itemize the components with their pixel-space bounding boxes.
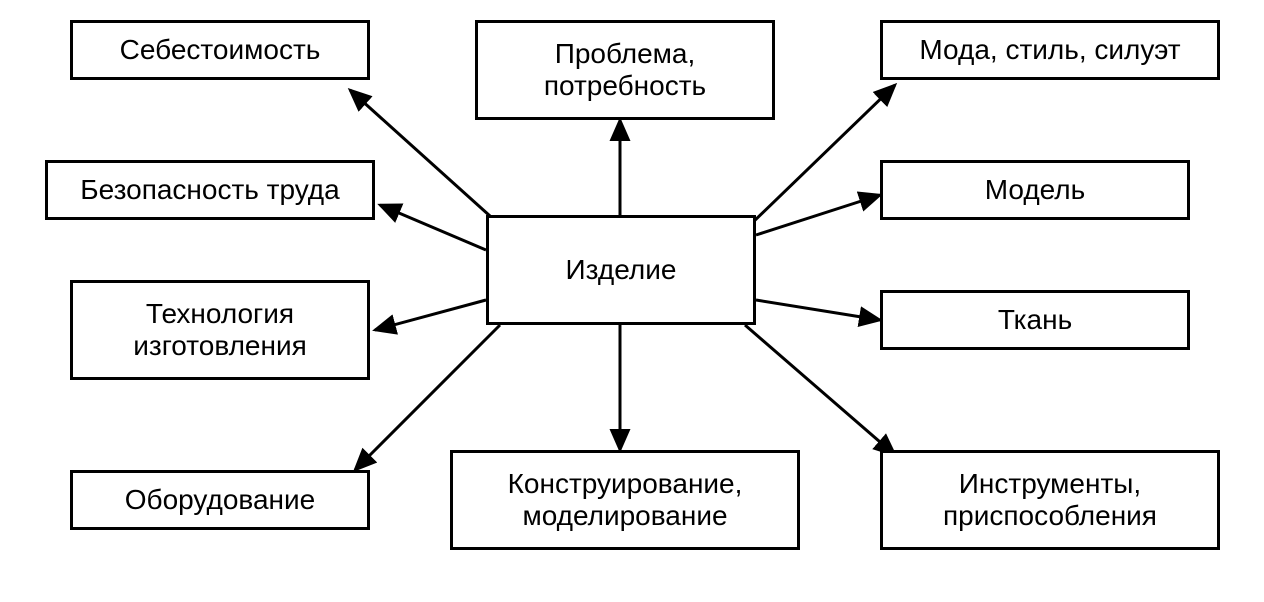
node-safety: Безопасность труда bbox=[45, 160, 375, 220]
node-problem: Проблема, потребность bbox=[475, 20, 775, 120]
edge-center-to-tools bbox=[745, 325, 895, 455]
node-construct: Конструирование, моделирование bbox=[450, 450, 800, 550]
node-label: Конструирование, моделирование bbox=[508, 468, 743, 532]
node-label: Модель bbox=[985, 174, 1086, 206]
node-equip: Оборудование bbox=[70, 470, 370, 530]
edge-center-to-safety bbox=[380, 205, 486, 250]
node-label: Оборудование bbox=[125, 484, 315, 516]
node-label: Себестоимость bbox=[120, 34, 321, 66]
node-center: Изделие bbox=[486, 215, 756, 325]
diagram-stage: Изделие Себестоимость Проблема, потребност… bbox=[0, 0, 1264, 602]
node-label: Инструменты, приспособления bbox=[943, 468, 1157, 532]
node-label: Безопасность труда bbox=[80, 174, 339, 206]
node-label: Мода, стиль, силуэт bbox=[919, 34, 1180, 66]
node-label: Ткань bbox=[998, 304, 1072, 336]
node-label: Изделие bbox=[566, 254, 677, 286]
node-label: Проблема, потребность bbox=[544, 38, 706, 102]
edge-center-to-tech bbox=[375, 300, 486, 330]
node-fashion: Мода, стиль, силуэт bbox=[880, 20, 1220, 80]
node-fabric: Ткань bbox=[880, 290, 1190, 350]
node-label: Технология изготовления bbox=[133, 298, 307, 362]
node-model: Модель bbox=[880, 160, 1190, 220]
edge-center-to-model bbox=[756, 195, 880, 235]
node-cost: Себестоимость bbox=[70, 20, 370, 80]
node-tech: Технология изготовления bbox=[70, 280, 370, 380]
edge-center-to-fabric bbox=[756, 300, 880, 320]
edge-center-to-equip bbox=[355, 325, 500, 470]
node-tools: Инструменты, приспособления bbox=[880, 450, 1220, 550]
